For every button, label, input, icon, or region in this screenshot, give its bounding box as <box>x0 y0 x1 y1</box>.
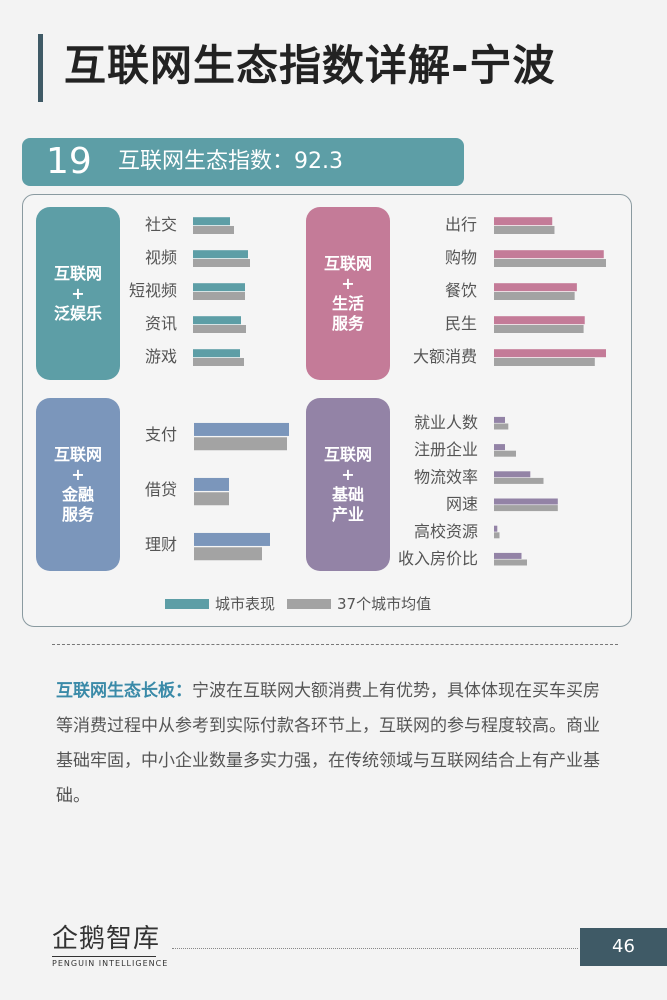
bar-average-infrastructure <box>494 532 500 539</box>
category-finance-line: 金融 <box>61 484 94 504</box>
legend-item-city: 城市表现 <box>165 593 275 614</box>
tick-label-life: 购物 <box>445 248 477 267</box>
bar-city-entertainment <box>193 217 230 226</box>
legend: 城市表现 37个城市均值 <box>165 593 443 614</box>
bar-average-life <box>494 358 595 366</box>
legend-swatch-average <box>287 598 332 609</box>
category-life-line: 服务 <box>331 313 364 333</box>
tick-label-infrastructure: 收入房价比 <box>398 549 478 568</box>
page-number: 46 <box>580 928 667 966</box>
rank-banner: 19 互联网生态指数：92.3 <box>22 138 464 186</box>
tick-label-finance: 理财 <box>145 535 177 554</box>
bar-city-entertainment <box>193 250 248 259</box>
category-finance-line: 互联网 <box>53 444 102 464</box>
tick-label-finance: 借贷 <box>145 480 177 499</box>
bar-city-life <box>494 316 585 325</box>
bar-city-infrastructure <box>494 498 558 505</box>
category-infrastructure-line: 基础 <box>331 484 364 504</box>
category-finance: 互联网 + 金融 服务 <box>36 398 120 571</box>
bar-city-infrastructure <box>494 471 531 478</box>
category-life-line: 生活 <box>331 293 364 313</box>
tick-label-infrastructure: 网速 <box>446 495 478 514</box>
bar-city-life <box>494 250 604 259</box>
bar-average-entertainment <box>193 259 250 267</box>
tick-label-finance: 支付 <box>145 425 177 444</box>
bar-average-entertainment <box>193 292 245 300</box>
legend-label-city: 城市表现 <box>215 595 276 613</box>
bar-average-finance <box>194 437 287 451</box>
bar-city-life <box>494 349 606 358</box>
bar-average-infrastructure <box>494 450 516 457</box>
category-infrastructure: 互联网 + 基础 产业 <box>306 398 390 571</box>
logo-en: PENGUIN INTELLIGENCE <box>52 956 167 968</box>
legend-label-average: 37个城市均值 <box>337 595 432 613</box>
bar-city-finance <box>194 422 289 436</box>
tick-label-life: 大额消费 <box>413 347 477 366</box>
section-divider <box>52 644 618 645</box>
tick-label-entertainment: 资讯 <box>145 314 177 333</box>
tick-label-infrastructure: 物流效率 <box>414 467 478 486</box>
category-entertainment-line: + <box>71 283 85 303</box>
bar-city-finance <box>194 477 229 491</box>
description: 互联网生态长板：宁波在互联网大额消费上有优势，具体体现在买车买房等消费过程中从参… <box>56 674 616 814</box>
tick-label-entertainment: 社交 <box>145 215 177 234</box>
category-entertainment: 互联网 + 泛娱乐 <box>36 207 120 380</box>
legend-swatch-city <box>165 598 209 609</box>
bar-average-infrastructure <box>494 559 527 566</box>
rank-label: 互联网生态指数：92.3 <box>118 149 343 174</box>
page-title: 互联网生态指数详解-宁波 <box>64 41 556 90</box>
bar-city-entertainment <box>193 283 245 292</box>
bar-average-finance <box>194 492 229 506</box>
bar-average-entertainment <box>193 226 234 234</box>
bar-average-life <box>494 292 575 300</box>
category-finance-line: + <box>71 464 85 484</box>
bar-city-infrastructure <box>494 525 498 532</box>
tick-label-entertainment: 短视频 <box>129 281 177 300</box>
tick-label-infrastructure: 就业人数 <box>414 413 478 432</box>
footer-line <box>172 948 578 949</box>
bar-city-infrastructure <box>494 416 505 423</box>
logo-cn: 企鹅智库 <box>52 924 161 954</box>
bar-average-life <box>494 259 606 267</box>
title-accent-bar <box>38 34 43 102</box>
category-life-line: + <box>341 273 355 293</box>
category-entertainment-line: 泛娱乐 <box>53 303 102 323</box>
bar-average-finance <box>194 547 262 561</box>
legend-item-average: 37个城市均值 <box>287 593 431 614</box>
bar-average-entertainment <box>193 325 246 333</box>
bar-average-infrastructure <box>494 505 558 512</box>
tick-label-entertainment: 视频 <box>145 248 177 267</box>
bar-city-infrastructure <box>494 552 522 559</box>
category-finance-line: 服务 <box>61 504 94 524</box>
description-highlight: 互联网生态长板： <box>56 681 192 701</box>
category-infrastructure-line: 产业 <box>331 504 364 524</box>
bar-city-infrastructure <box>494 444 505 451</box>
description-text: 宁波在互联网大额消费上有优势，具体体现在买车买房等消费过程中从参考到实际付款各环… <box>56 681 600 806</box>
tick-label-infrastructure: 注册企业 <box>414 440 478 459</box>
bar-city-entertainment <box>193 316 241 325</box>
bar-city-finance <box>194 532 270 546</box>
rank-number: 19 <box>46 141 92 182</box>
bar-average-life <box>494 325 584 333</box>
penguin-logo: 企鹅智库 PENGUIN INTELLIGENCE <box>52 922 167 968</box>
bar-average-life <box>494 226 555 234</box>
bar-city-life <box>494 217 553 226</box>
tick-label-entertainment: 游戏 <box>145 347 177 366</box>
bar-average-infrastructure <box>494 423 509 430</box>
tick-label-life: 出行 <box>445 215 477 234</box>
category-life-line: 互联网 <box>323 253 372 273</box>
bar-average-entertainment <box>193 358 244 366</box>
bar-average-infrastructure <box>494 477 544 484</box>
bar-city-entertainment <box>193 349 240 358</box>
bar-city-life <box>494 283 577 292</box>
tick-label-life: 民生 <box>445 314 477 333</box>
category-entertainment-line: 互联网 <box>53 263 102 283</box>
category-infrastructure-line: 互联网 <box>323 444 372 464</box>
category-infrastructure-line: + <box>341 464 355 484</box>
tick-label-infrastructure: 高校资源 <box>414 522 478 541</box>
tick-label-life: 餐饮 <box>445 281 477 300</box>
category-life: 互联网 + 生活 服务 <box>306 207 390 380</box>
